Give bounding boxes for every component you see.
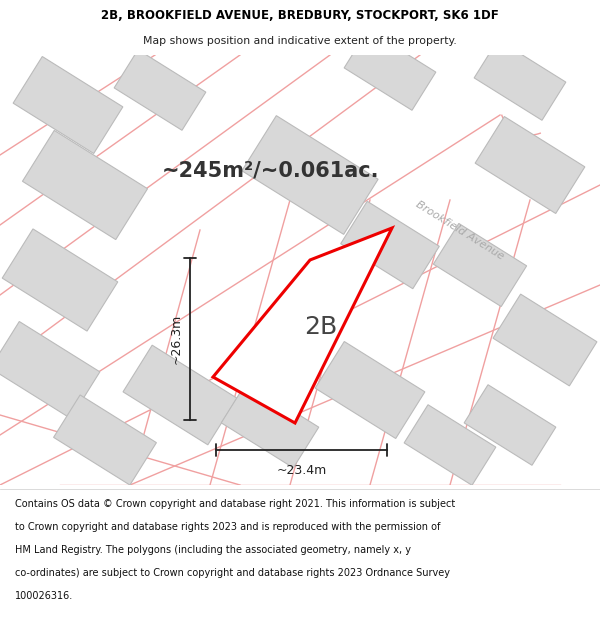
Text: 2B, BROOKFIELD AVENUE, BREDBURY, STOCKPORT, SK6 1DF: 2B, BROOKFIELD AVENUE, BREDBURY, STOCKPO…	[101, 9, 499, 22]
Polygon shape	[0, 321, 100, 419]
Text: Brookfield Avenue: Brookfield Avenue	[414, 199, 506, 261]
Text: ~23.4m: ~23.4m	[277, 464, 326, 477]
Polygon shape	[242, 116, 378, 234]
Text: to Crown copyright and database rights 2023 and is reproduced with the permissio: to Crown copyright and database rights 2…	[15, 522, 440, 532]
Polygon shape	[114, 50, 206, 130]
Text: ~245m²/~0.061ac.: ~245m²/~0.061ac.	[161, 160, 379, 180]
Polygon shape	[341, 201, 439, 289]
Polygon shape	[475, 116, 585, 214]
Polygon shape	[2, 229, 118, 331]
Polygon shape	[22, 131, 148, 239]
Text: ~26.3m: ~26.3m	[170, 314, 182, 364]
Polygon shape	[221, 382, 319, 468]
Polygon shape	[123, 345, 237, 445]
Polygon shape	[344, 30, 436, 110]
Polygon shape	[464, 385, 556, 465]
Polygon shape	[433, 224, 527, 306]
Polygon shape	[404, 405, 496, 485]
Polygon shape	[493, 294, 597, 386]
Text: co-ordinates) are subject to Crown copyright and database rights 2023 Ordnance S: co-ordinates) are subject to Crown copyr…	[15, 568, 450, 578]
Text: 100026316.: 100026316.	[15, 591, 73, 601]
Polygon shape	[53, 395, 157, 485]
Text: HM Land Registry. The polygons (including the associated geometry, namely x, y: HM Land Registry. The polygons (includin…	[15, 545, 411, 555]
Polygon shape	[213, 228, 392, 423]
Polygon shape	[474, 40, 566, 120]
Text: Map shows position and indicative extent of the property.: Map shows position and indicative extent…	[143, 36, 457, 46]
Polygon shape	[13, 56, 123, 154]
Polygon shape	[315, 341, 425, 439]
Text: Contains OS data © Crown copyright and database right 2021. This information is : Contains OS data © Crown copyright and d…	[15, 499, 455, 509]
Text: 2B: 2B	[304, 315, 337, 339]
